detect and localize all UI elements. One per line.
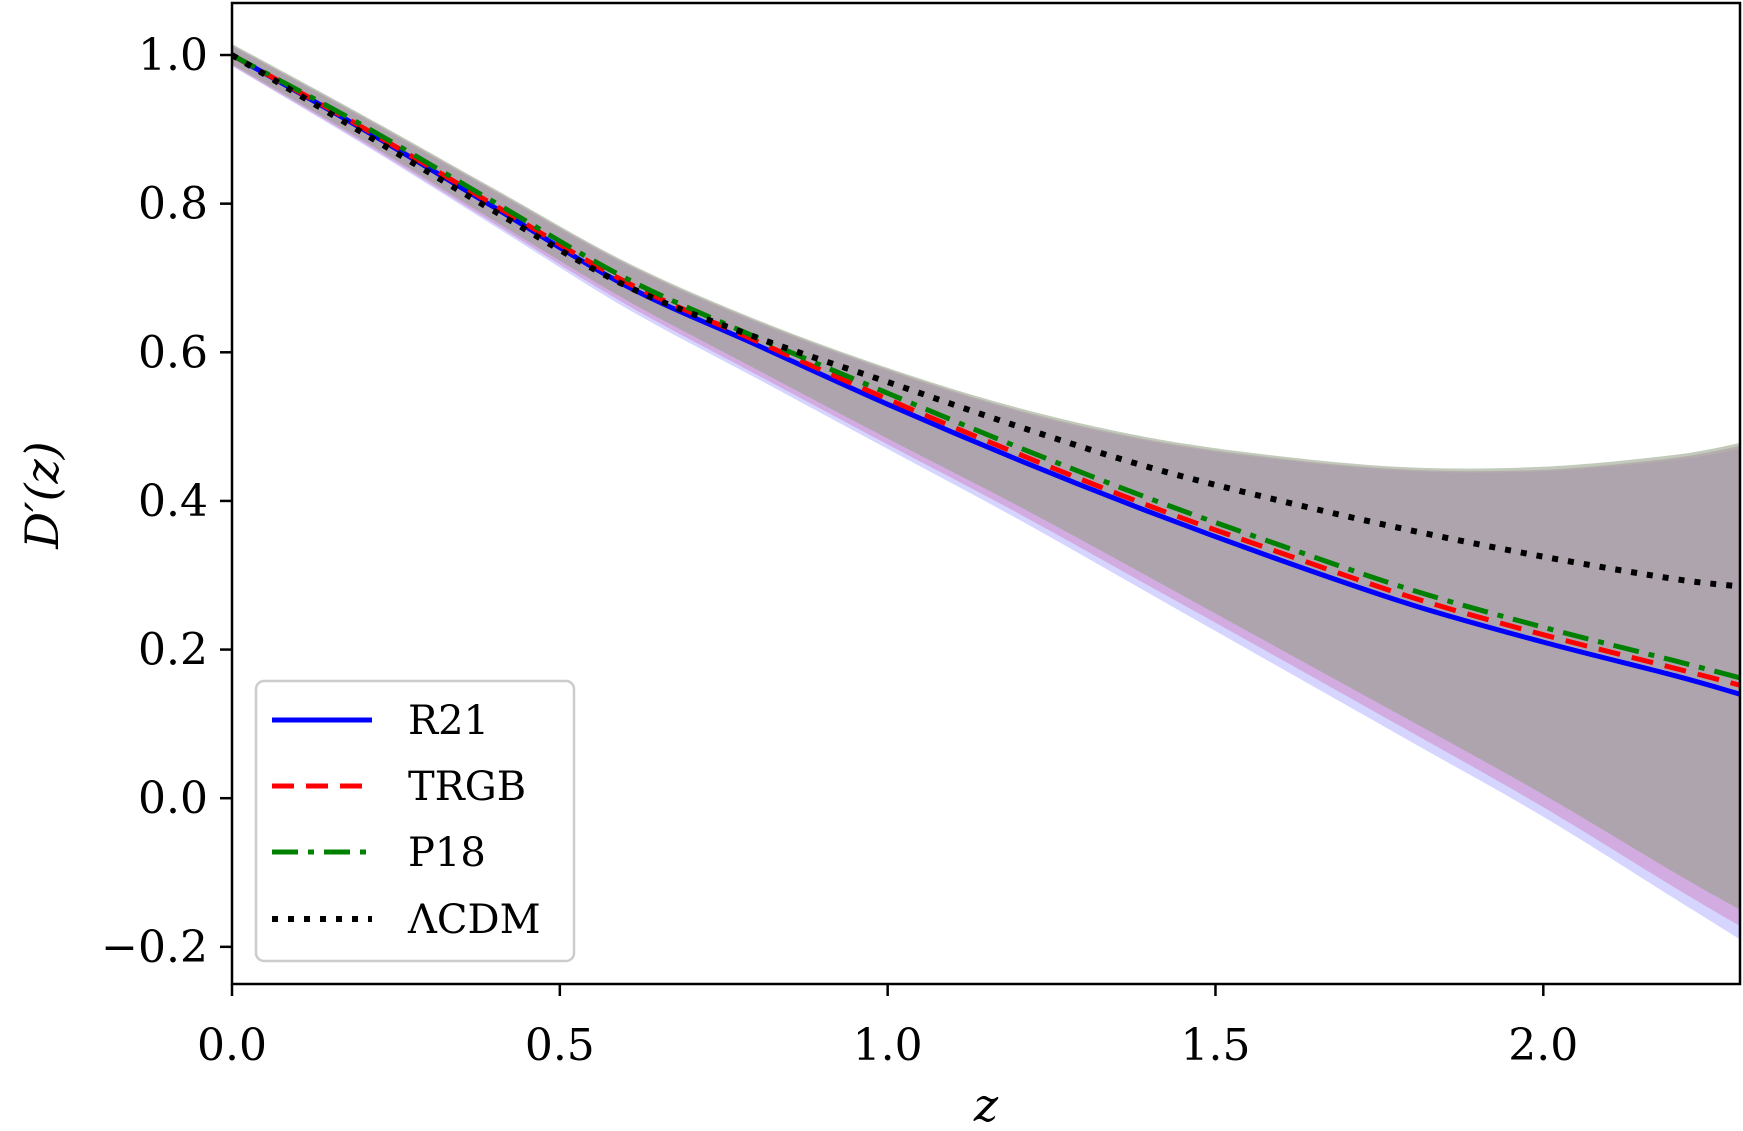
- series-line-cdm: [232, 52, 1740, 590]
- x-tick-label: 1.5: [1180, 1020, 1250, 1071]
- y-tick-label: 1.0: [138, 30, 208, 81]
- y-tick-label: 0.2: [138, 625, 208, 676]
- legend-label: TRGB: [408, 764, 526, 810]
- legend-label: P18: [408, 830, 486, 876]
- legend-frame: [254, 679, 576, 963]
- series-line-p18: [232, 52, 1740, 681]
- legend-label: ΛCDM: [407, 897, 541, 943]
- x-axis-ticks: 0.0 0.5 1.0 1.5 2.0: [197, 984, 1578, 1071]
- y-tick-label: 0.4: [138, 476, 208, 527]
- y-axis-label: D′(z): [15, 441, 69, 549]
- x-tick-label: 0.0: [197, 1020, 267, 1071]
- y-tick-label: 0.6: [138, 327, 208, 378]
- series-lines: [232, 52, 1740, 697]
- legend-label: R21: [408, 698, 489, 744]
- y-tick-label: −0.2: [101, 922, 208, 973]
- y-tick-label: 0.8: [138, 179, 208, 230]
- confidence-band-3: [232, 43, 1740, 910]
- legend: R21 TRGB P18 ΛCDM: [254, 679, 576, 963]
- plot-frame: [230, 1, 1742, 986]
- x-tick-label: 2.0: [1508, 1020, 1578, 1071]
- x-axis-label: z: [973, 1078, 999, 1131]
- x-tick-label: 0.5: [525, 1020, 595, 1071]
- y-axis-ticks: −0.2 0.0 0.2 0.4 0.6 0.8 1.0: [101, 30, 232, 973]
- x-tick-label: 1.0: [853, 1020, 923, 1071]
- y-tick-label: 0.0: [138, 773, 208, 824]
- series-line-trgb: [232, 52, 1740, 688]
